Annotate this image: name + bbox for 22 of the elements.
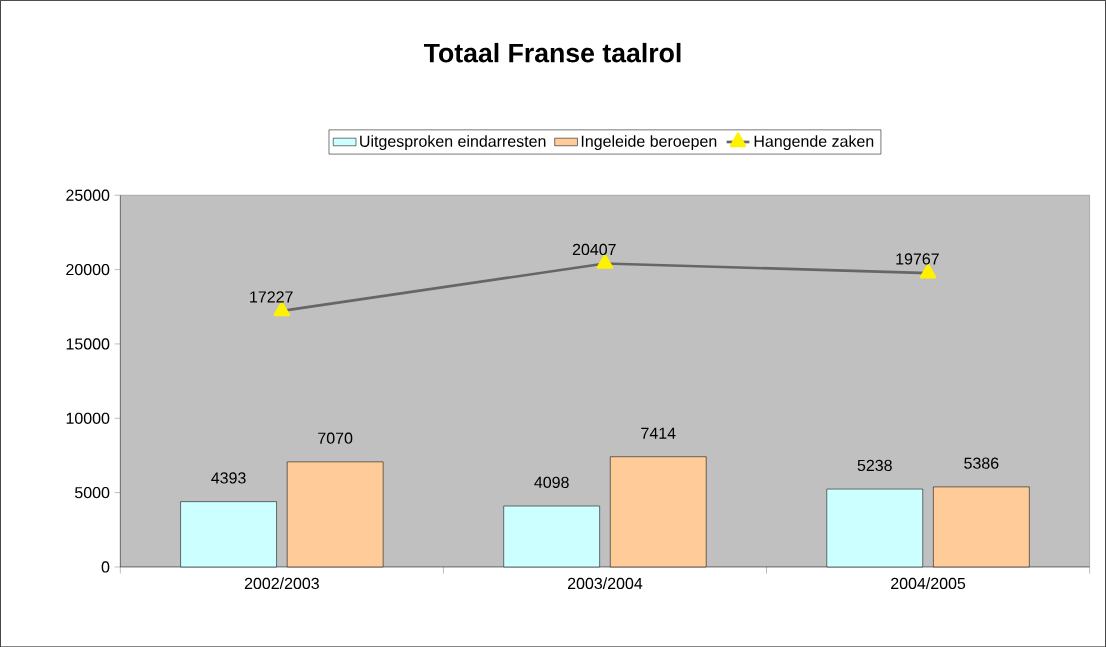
data-label: 5386 [964, 457, 999, 469]
legend-label: Uitgesproken eindarresten [360, 135, 546, 150]
y-tick-label: 25000 [66, 189, 110, 201]
y-tick-label: 15000 [66, 338, 110, 350]
data-label: 7414 [641, 427, 676, 439]
chart-title: Totaal Franse taalrol [423, 42, 681, 63]
data-label: 20407 [572, 243, 616, 255]
data-label: 19767 [896, 253, 939, 265]
y-tick-label: 5000 [75, 486, 110, 499]
x-tick-label: 2004/2005 [891, 577, 966, 589]
x-tick-label: 2003/2004 [567, 577, 643, 589]
y-tick-label: 20000 [66, 263, 110, 276]
data-label: 4393 [211, 472, 246, 484]
data-label: 4098 [534, 476, 569, 488]
y-tick-label: 0 [101, 561, 110, 573]
legend-label: Ingeleide beroepen [581, 135, 717, 150]
data-label: 17227 [250, 291, 293, 303]
legend-label: Hangende zaken [754, 135, 874, 150]
x-tick-label: 2002/2003 [244, 577, 319, 589]
y-tick-label: 10000 [66, 412, 110, 424]
data-label: 5238 [857, 459, 892, 471]
data-label: 7070 [318, 432, 353, 444]
